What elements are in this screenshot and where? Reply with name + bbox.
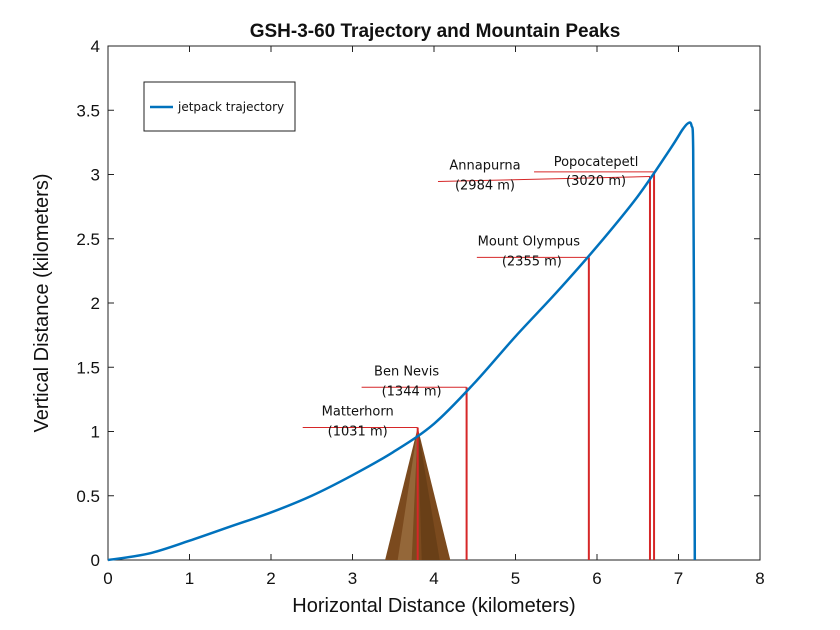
mountain-shadow xyxy=(417,427,440,560)
peak-name-label: Matterhorn xyxy=(322,405,394,420)
series-line-0 xyxy=(107,121,697,562)
peak-markers: Matterhorn (1031 m) Ben Nevis (1344 m) Mount… xyxy=(302,155,656,560)
peak-elevation-label: (2984 m) xyxy=(455,179,515,194)
legend-entry: jetpack trajectory xyxy=(177,100,284,114)
peak-leader-line xyxy=(437,176,650,183)
peak-name-label: Annapurna xyxy=(449,159,520,174)
peak-name-label: Mount Olympus xyxy=(478,234,581,249)
peak-elevation-label: (1344 m) xyxy=(382,384,442,399)
peak-name-label: Ben Nevis xyxy=(374,364,439,379)
y-tick-label: 2 xyxy=(91,294,100,313)
y-tick-label: 0 xyxy=(91,551,100,570)
x-tick-label: 3 xyxy=(348,569,357,588)
mountain-highlight xyxy=(397,427,418,560)
x-tick-label: 8 xyxy=(755,569,764,588)
x-tick-label: 2 xyxy=(266,569,275,588)
x-tick-label: 6 xyxy=(592,569,601,588)
x-tick-label: 0 xyxy=(103,569,112,588)
y-tick-label: 1 xyxy=(91,423,100,442)
x-tick-label: 4 xyxy=(429,569,438,588)
peak-name-label: Popocatepetl xyxy=(554,155,639,170)
x-tick-label: 1 xyxy=(185,569,194,588)
chart-title: GSH-3-60 Trajectory and Mountain Peaks xyxy=(250,21,621,42)
peak-elevation-label: (2355 m) xyxy=(502,254,562,269)
legend: jetpack trajectory xyxy=(143,81,296,132)
axis-ticks: 0 1 2 3 4 5 6 7 8 0 0.5 1 1.5 2 2.5 3 3.5 4 xyxy=(76,37,764,588)
y-tick-label: 1.5 xyxy=(76,358,100,377)
peak-elevation-label: (3020 m) xyxy=(566,174,626,189)
y-tick-label: 2.5 xyxy=(76,230,100,249)
y-tick-label: 4 xyxy=(91,37,100,56)
y-tick-label: 3 xyxy=(91,166,100,185)
y-tick-label: 3.5 xyxy=(76,101,100,120)
peak-elevation-label: (1031 m) xyxy=(328,425,388,440)
plot-area xyxy=(107,45,761,561)
x-axis-label: Horizontal Distance (kilometers) xyxy=(292,595,575,617)
y-axis-label: Vertical Distance (kilometers) xyxy=(31,174,53,433)
series-group xyxy=(107,121,697,562)
y-tick-label: 0.5 xyxy=(76,487,100,506)
x-tick-label: 5 xyxy=(511,569,520,588)
x-tick-label: 7 xyxy=(674,569,683,588)
